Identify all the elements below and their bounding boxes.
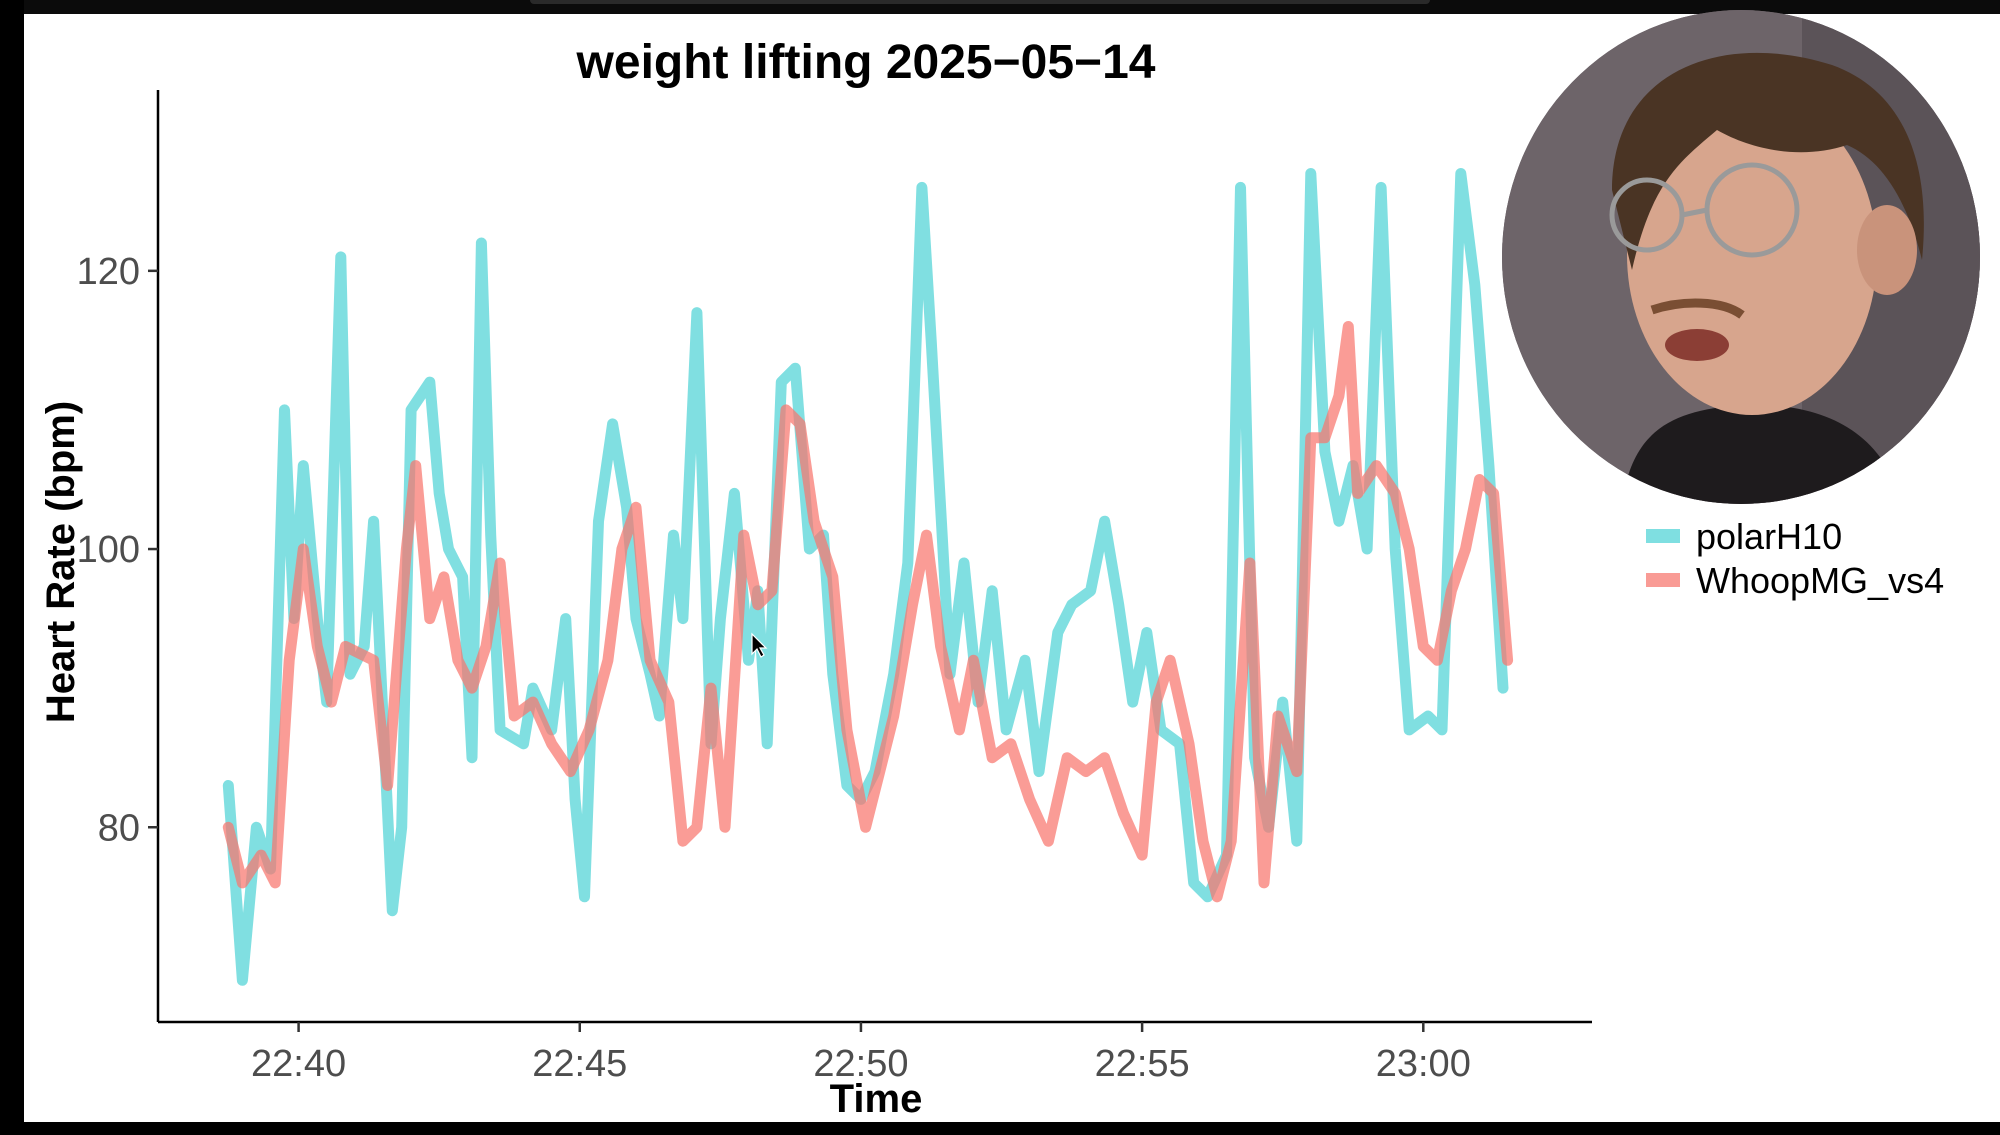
series-layer <box>222 168 1514 986</box>
y-tick-label: 80 <box>98 807 140 849</box>
x-tick-label: 22:45 <box>532 1043 627 1085</box>
x-axis-ticks: 22:40 22:45 22:50 22:55 23:00 <box>251 1022 1471 1085</box>
chart-title: weight lifting 2025−05−14 <box>576 36 1156 89</box>
x-axis-title: Time <box>830 1077 923 1121</box>
window-bottom-edge <box>0 1122 2000 1135</box>
legend-label: polarH10 <box>1696 516 1842 557</box>
y-axis-ticks: 80 100 120 <box>77 251 158 849</box>
window-left-edge <box>0 0 24 1135</box>
y-tick-label: 120 <box>77 251 140 293</box>
person-webcam-icon <box>1502 10 1980 504</box>
series-line-WhoopMG_vs4 <box>222 321 1514 903</box>
heart-rate-chart: weight lifting 2025−05−14 80 100 120 22:40… <box>39 36 1944 1121</box>
x-tick-label: 22:55 <box>1095 1043 1190 1085</box>
y-tick-label: 100 <box>77 529 140 571</box>
y-axis-title: Heart Rate (bpm) <box>39 401 83 723</box>
x-tick-label: 23:00 <box>1376 1043 1471 1085</box>
webcam-overlay <box>1502 10 1980 504</box>
window-top-bar <box>0 0 2000 14</box>
x-tick-label: 22:40 <box>251 1043 346 1085</box>
x-tick-label: 22:50 <box>813 1043 908 1085</box>
mouse-cursor-icon <box>751 632 768 658</box>
series-line-polarH10 <box>222 168 1509 986</box>
legend-label: WhoopMG_vs4 <box>1696 560 1944 601</box>
window-notch <box>530 0 1430 4</box>
